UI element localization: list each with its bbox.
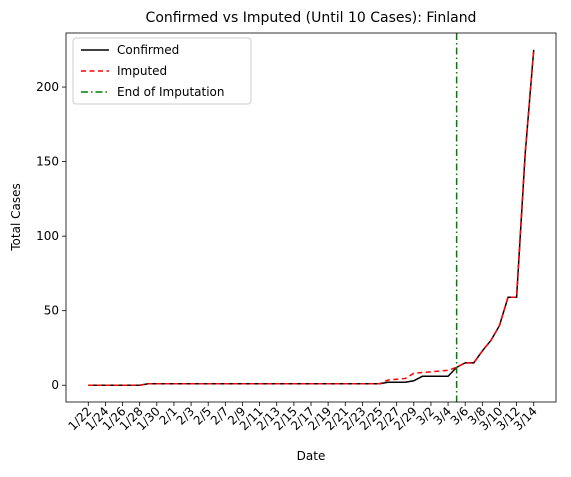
series-line bbox=[88, 49, 535, 386]
y-tick-label: 50 bbox=[44, 304, 59, 318]
y-axis-label: Total Cases bbox=[9, 183, 23, 251]
y-tick-label: 200 bbox=[36, 80, 59, 94]
legend: Confirmed Imputed End of Imputation bbox=[72, 37, 252, 105]
chart-title: Confirmed vs Imputed (Until 10 Cases): F… bbox=[146, 10, 477, 26]
legend-box bbox=[72, 37, 252, 105]
y-tick-label: 0 bbox=[51, 378, 59, 392]
x-axis-label: Date bbox=[297, 449, 326, 463]
plot-frame bbox=[65, 32, 557, 403]
legend-label: End of Imputation bbox=[117, 85, 225, 99]
legend-label: Imputed bbox=[117, 64, 167, 78]
legend-label: Confirmed bbox=[117, 43, 179, 57]
y-tick-label: 150 bbox=[36, 155, 59, 169]
y-tick-label: 100 bbox=[36, 229, 59, 243]
